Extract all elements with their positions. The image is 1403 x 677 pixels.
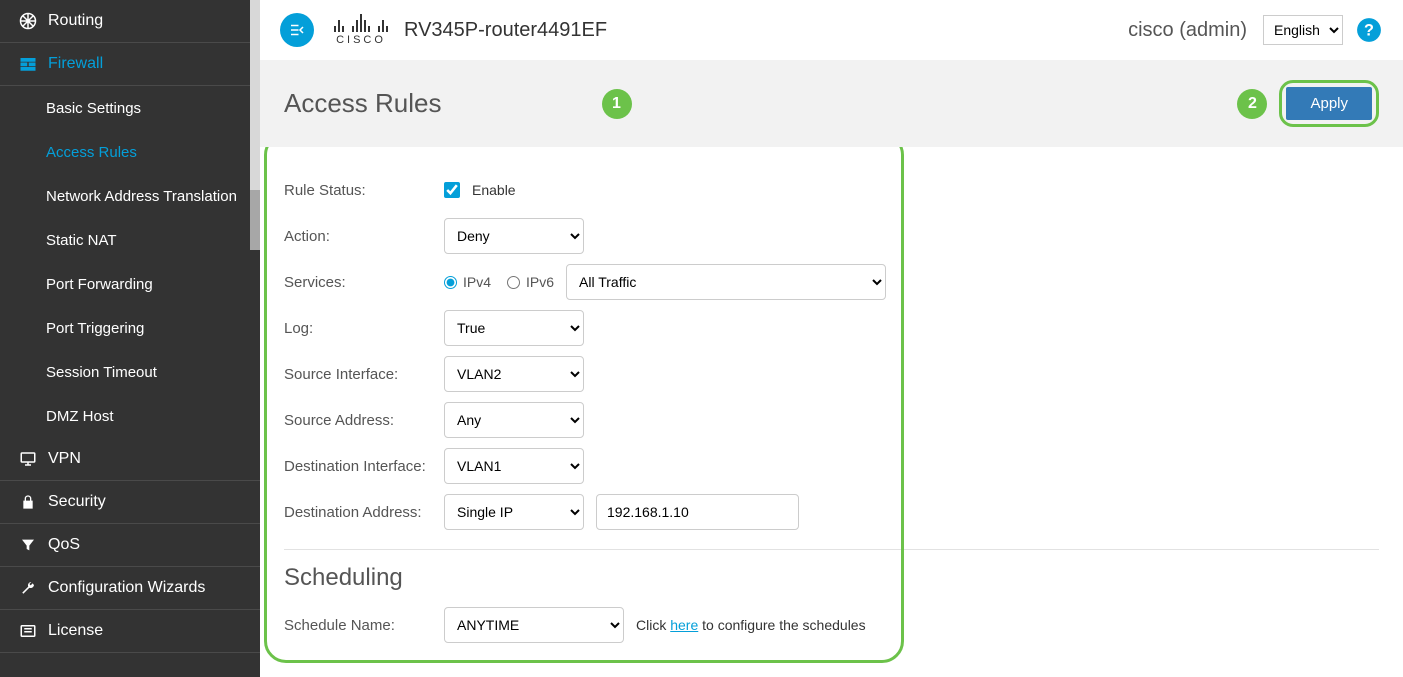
enable-label: Enable <box>472 182 516 198</box>
dst-if-label: Destination Interface: <box>284 458 444 475</box>
ipv4-radio[interactable] <box>444 276 457 289</box>
device-title: RV345P-router4491EF <box>404 19 607 42</box>
annotation-badge-1: 1 <box>602 89 632 119</box>
scrollbar-thumb[interactable] <box>250 190 260 250</box>
sidebar-item-access-rules[interactable]: Access Rules <box>0 130 260 174</box>
sidebar-item-label: DMZ Host <box>46 408 114 425</box>
ipv4-radio-label[interactable]: IPv4 <box>444 274 491 290</box>
schedule-name-label: Schedule Name: <box>284 617 444 634</box>
sidebar-item-label: License <box>48 622 103 640</box>
src-addr-label: Source Address: <box>284 412 444 429</box>
services-select[interactable]: All Traffic <box>566 264 886 300</box>
dst-if-select[interactable]: VLAN1 <box>444 448 584 484</box>
vpn-icon <box>16 450 40 468</box>
scrollbar-track <box>250 0 260 210</box>
ipv6-radio-label[interactable]: IPv6 <box>507 274 554 290</box>
sidebar-item-label: Routing <box>48 12 103 30</box>
src-if-label: Source Interface: <box>284 366 444 383</box>
sidebar-item-label: Firewall <box>48 55 103 73</box>
cisco-bars-icon <box>334 14 388 32</box>
src-addr-select[interactable]: Any <box>444 402 584 438</box>
sidebar-item-label: VPN <box>48 450 81 468</box>
rule-status-label: Rule Status: <box>284 182 444 199</box>
sidebar-item-label: Port Triggering <box>46 320 144 337</box>
wrench-icon <box>16 580 40 596</box>
svg-text:?: ? <box>1364 21 1374 39</box>
sidebar-item-routing[interactable]: Routing <box>0 0 260 43</box>
lock-icon <box>16 494 40 510</box>
sidebar-item-nat[interactable]: Network Address Translation <box>0 174 260 218</box>
cisco-logo-text: CISCO <box>336 34 386 46</box>
dst-addr-label: Destination Address: <box>284 504 444 521</box>
menu-toggle-button[interactable] <box>280 13 314 47</box>
main: CISCO RV345P-router4491EF cisco (admin) … <box>260 0 1403 677</box>
sidebar-item-firewall[interactable]: Firewall <box>0 43 260 86</box>
sidebar-item-port-forwarding[interactable]: Port Forwarding <box>0 262 260 306</box>
sidebar-item-qos[interactable]: QoS <box>0 524 260 567</box>
sidebar-item-vpn[interactable]: VPN <box>0 438 260 481</box>
sidebar-item-label: Basic Settings <box>46 100 141 117</box>
action-select[interactable]: Deny <box>444 218 584 254</box>
sidebar-item-license[interactable]: License <box>0 610 260 653</box>
sidebar-item-basic-settings[interactable]: Basic Settings <box>0 86 260 130</box>
user-label: cisco (admin) <box>1128 19 1247 42</box>
content: Rule Status: Enable Action: Deny Service… <box>260 147 1403 677</box>
sidebar-item-label: Security <box>48 493 106 511</box>
help-icon[interactable]: ? <box>1355 16 1383 44</box>
sidebar-item-session-timeout[interactable]: Session Timeout <box>0 350 260 394</box>
apply-annotation-box: Apply <box>1279 80 1379 127</box>
page-title: Access Rules <box>284 88 442 119</box>
divider <box>284 549 1379 550</box>
apply-button[interactable]: Apply <box>1286 87 1372 120</box>
schedule-name-select[interactable]: ANYTIME <box>444 607 624 643</box>
ipv6-radio[interactable] <box>507 276 520 289</box>
sidebar-item-config-wizards[interactable]: Configuration Wizards <box>0 567 260 610</box>
log-select[interactable]: True <box>444 310 584 346</box>
license-icon <box>16 622 40 640</box>
firewall-icon <box>16 55 40 73</box>
sidebar-item-label: Static NAT <box>46 232 117 249</box>
filter-icon <box>16 537 40 553</box>
dst-addr-type-select[interactable]: Single IP <box>444 494 584 530</box>
sidebar-item-label: Configuration Wizards <box>48 579 205 597</box>
sidebar-item-label: QoS <box>48 536 80 554</box>
src-if-select[interactable]: VLAN2 <box>444 356 584 392</box>
dst-addr-ip-input[interactable] <box>596 494 799 530</box>
sidebar-item-security[interactable]: Security <box>0 481 260 524</box>
sidebar-item-label: Access Rules <box>46 144 137 161</box>
page-header: Access Rules 1 2 Apply <box>260 60 1403 147</box>
annotation-badge-2: 2 <box>1237 89 1267 119</box>
sidebar-item-port-triggering[interactable]: Port Triggering <box>0 306 260 350</box>
sidebar-item-static-nat[interactable]: Static NAT <box>0 218 260 262</box>
cisco-logo: CISCO <box>334 14 388 46</box>
topbar: CISCO RV345P-router4491EF cisco (admin) … <box>260 0 1403 60</box>
schedule-hint: Click here to configure the schedules <box>636 617 866 633</box>
log-label: Log: <box>284 320 444 337</box>
sidebar-item-label: Session Timeout <box>46 364 157 381</box>
scheduling-title: Scheduling <box>284 564 1379 592</box>
sidebar-item-dmz-host[interactable]: DMZ Host <box>0 394 260 438</box>
ip-version-group: IPv4 IPv6 <box>444 274 554 290</box>
sidebar-item-label: Port Forwarding <box>46 276 153 293</box>
action-label: Action: <box>284 228 444 245</box>
schedule-config-link[interactable]: here <box>670 617 698 633</box>
routing-icon <box>16 12 40 30</box>
sidebar-item-label: Network Address Translation <box>46 188 237 205</box>
language-select[interactable]: English <box>1263 15 1343 45</box>
enable-checkbox[interactable] <box>444 182 460 198</box>
sidebar: Routing Firewall Basic Settings Access R… <box>0 0 260 677</box>
services-label: Services: <box>284 274 444 291</box>
